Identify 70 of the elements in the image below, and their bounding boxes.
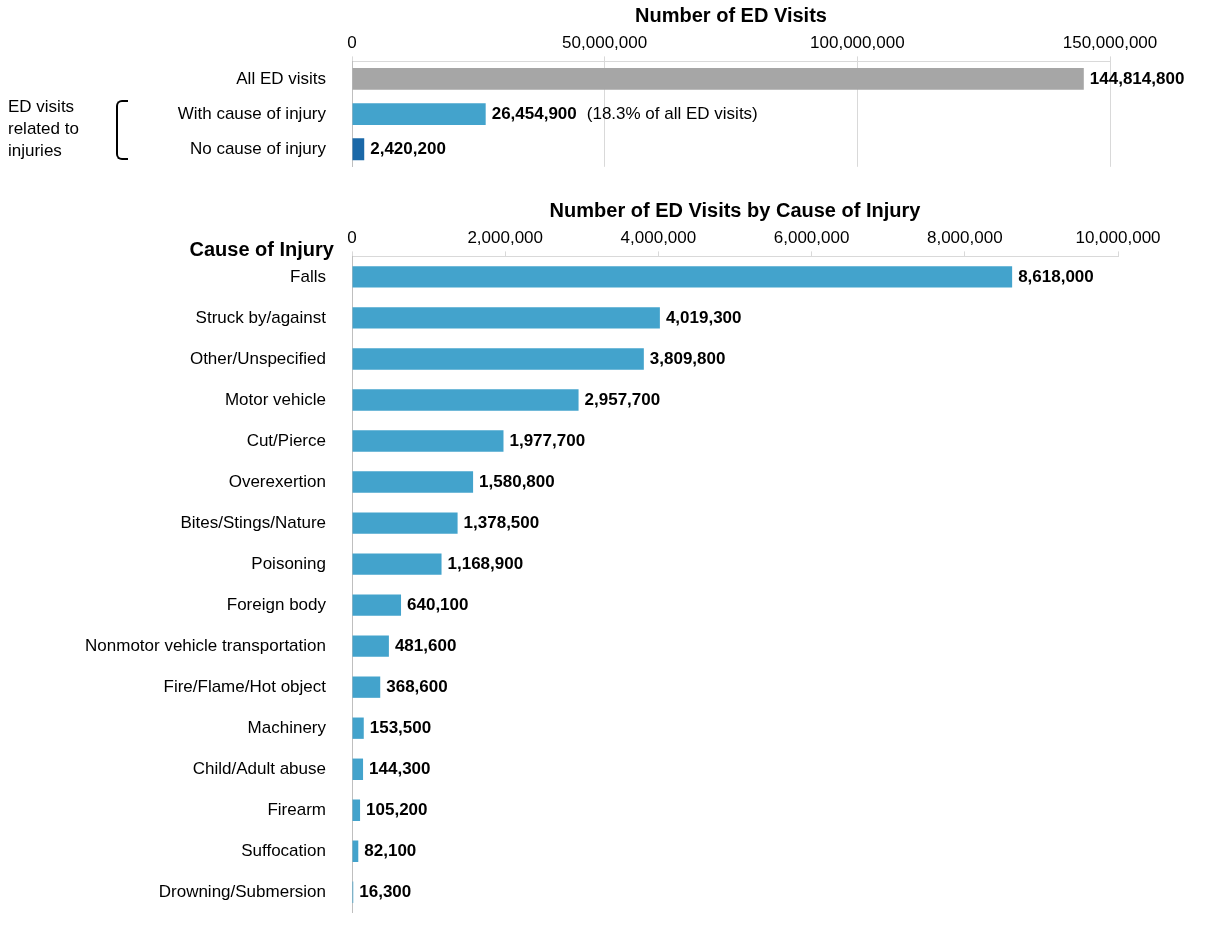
data-label: 153,500 [369,717,432,737]
data-label: 144,300 [369,758,431,778]
bar [352,138,365,161]
bar [352,68,1084,90]
data-label: 105,200 [366,799,428,819]
bar [352,103,486,125]
y-tick-label: Motor vehicle [224,389,326,409]
data-label: 2,420,200 [370,138,446,158]
x-tick-label: 100,000,000 [810,32,905,52]
bar [352,758,364,780]
x-tick-label: 4,000,000 [620,227,697,247]
bar [352,266,1013,288]
data-label: 3,809,800 [649,348,726,368]
y-tick-label: Suffocation [241,840,326,860]
y-tick-label: No cause of injury [189,138,327,158]
y-tick-label: Poisoning [251,553,326,573]
y-tick-label: Drowning/Submersion [158,881,326,901]
data-label: 368,600 [386,676,448,696]
x-tick-label: 150,000,000 [1062,32,1158,52]
y-tick-label: All ED visits [236,68,326,88]
data-label: 1,168,900 [447,553,524,573]
data-label: 144,814,800 [1089,68,1185,88]
bar [352,635,389,657]
y-tick-label: Falls [290,266,326,286]
text: ED visits related to injuries [8,96,80,162]
y-tick-label: Foreign body [226,594,327,614]
y-tick-label: Nonmotor vehicle transportation [85,635,326,655]
y-axis-title: Cause of Injury [189,237,335,260]
data-label: 26,454,900 [491,103,577,123]
x-tick-label: 0 [347,32,357,52]
bar [352,348,644,370]
data-label: 640,100 [407,594,469,614]
x-tick-label: 50,000,000 [562,32,648,52]
bar [352,512,458,534]
data-label: 82,100 [364,840,417,860]
y-tick-label: Other/Unspecified [189,348,326,368]
data-label: 1,580,800 [479,471,555,491]
y-tick-label: Fire/Flame/Hot object [163,676,327,696]
y-tick-label: Firearm [267,799,326,819]
data-label: 2,957,700 [584,389,661,409]
y-tick-label: Child/Adult abuse [192,758,326,778]
data-label: 481,600 [394,635,457,655]
x-tick-label: 10,000,000 [1075,227,1161,247]
data-label: 1,977,700 [509,430,586,450]
data-label: 1,378,500 [463,512,540,532]
bar [352,676,381,698]
bar [352,799,361,821]
x-tick-label: 6,000,000 [773,227,850,247]
bar [352,553,442,575]
bar [352,430,504,452]
y-tick-label: With cause of injury [177,103,327,123]
y-tick-label: Machinery [247,717,327,737]
y-tick-label: Struck by/against [195,307,327,327]
x-tick-label: 8,000,000 [926,227,1003,247]
annotation: (18.3% of all ED visits) [586,103,758,123]
bar [352,307,660,329]
data-label: 16,300 [359,881,412,901]
x-axis-title: Number of ED Visits by Cause of Injury [549,198,922,221]
bar [352,717,364,739]
x-tick-label: 2,000,000 [467,227,544,247]
bar [352,594,402,616]
y-tick-label: Overexertion [228,471,326,491]
y-tick-label: Cut/Pierce [246,430,326,450]
bar [352,389,579,411]
x-axis-title: Number of ED Visits [635,3,827,26]
x-tick-label: 0 [347,227,357,247]
y-tick-label: Bites/Stings/Nature [180,512,326,532]
data-label: 8,618,000 [1018,266,1094,286]
data-label: 4,019,300 [665,307,742,327]
bar [352,471,474,493]
